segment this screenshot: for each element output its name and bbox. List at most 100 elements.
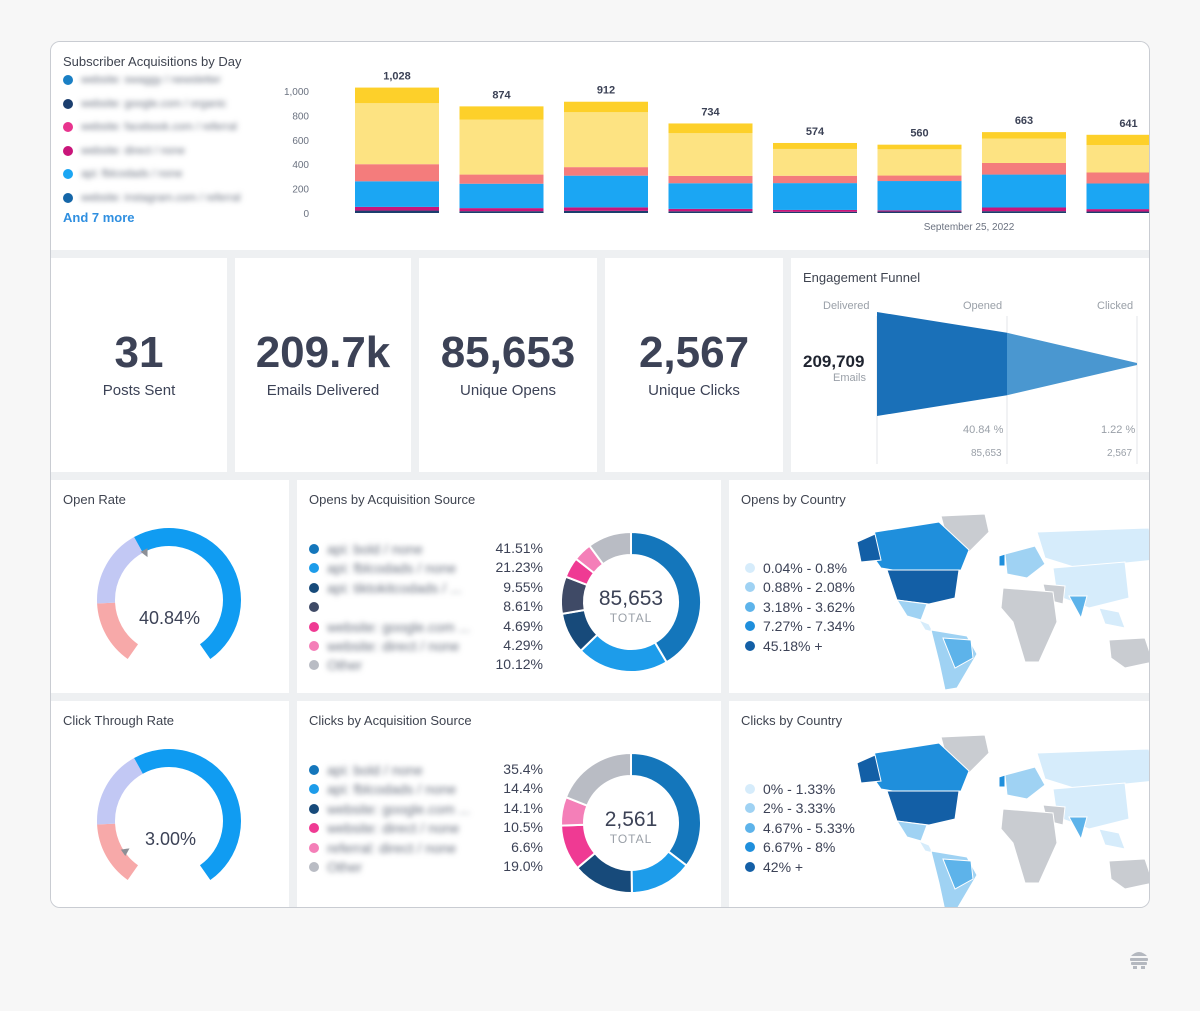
bar-segment[interactable] [668, 175, 753, 184]
bar-segment[interactable] [564, 112, 648, 168]
map-region-uk[interactable] [998, 553, 1006, 567]
bar-segment[interactable] [773, 183, 857, 210]
bar-segment[interactable] [355, 206, 439, 211]
bar-segment[interactable] [459, 174, 544, 184]
source-item[interactable]: referral: direct / none [309, 839, 456, 857]
map-region-alaska[interactable] [857, 754, 882, 784]
bar-segment[interactable] [982, 132, 1066, 139]
source-item[interactable]: api: fblcodads / none [309, 780, 456, 798]
map-region-africa[interactable] [1000, 587, 1058, 663]
bar-segment[interactable] [459, 211, 544, 213]
bar-segment[interactable] [564, 207, 648, 211]
bar-stack[interactable] [982, 132, 1066, 213]
map-region-india[interactable] [1068, 816, 1088, 841]
bar-segment[interactable] [773, 142, 857, 149]
bar-segment[interactable] [877, 210, 962, 212]
source-item[interactable]: api: bold / none [309, 761, 423, 779]
bar-segment[interactable] [877, 149, 962, 176]
map-region-russia[interactable] [1036, 527, 1150, 569]
bar-segment[interactable] [1086, 211, 1151, 213]
opens-world-map[interactable] [857, 512, 1150, 692]
source-item[interactable]: api: bold / none [309, 540, 423, 558]
map-region-se-asia[interactable] [1098, 607, 1126, 629]
bar-segment[interactable] [355, 87, 439, 104]
bar-segment[interactable] [459, 183, 544, 209]
bar-segment[interactable] [1086, 134, 1151, 146]
bar-segment[interactable] [982, 207, 1066, 212]
map-region-australia[interactable] [1108, 637, 1150, 669]
bar-segment[interactable] [1086, 209, 1151, 212]
map-region-brazil[interactable] [942, 858, 974, 890]
bar-segment[interactable] [355, 210, 439, 213]
donut-slice[interactable] [630, 530, 702, 664]
bar-segment[interactable] [564, 210, 648, 213]
map-region-usa[interactable] [886, 790, 960, 826]
bar-segment[interactable] [668, 211, 753, 213]
clicks-world-map[interactable] [857, 733, 1150, 908]
map-region-mexico[interactable] [896, 820, 928, 842]
bar-segment[interactable] [1086, 183, 1151, 210]
bar-segment[interactable] [982, 138, 1066, 163]
donut-slice[interactable] [588, 530, 632, 566]
source-item[interactable]: website: google.com ... [309, 618, 470, 636]
bar-segment[interactable] [459, 106, 544, 120]
bar-segment[interactable] [668, 133, 753, 176]
bar-segment[interactable] [877, 211, 962, 213]
bar-stack[interactable] [1086, 134, 1151, 213]
map-region-asia[interactable] [1052, 561, 1130, 609]
legend-item[interactable]: website: instagram.com / referral [63, 192, 241, 204]
and-more-link[interactable]: And 7 more [63, 210, 135, 225]
map-region-asia[interactable] [1052, 782, 1130, 830]
donut-slice[interactable] [564, 751, 632, 807]
bar-segment[interactable] [982, 162, 1066, 175]
map-region-usa[interactable] [886, 569, 960, 605]
bar-segment[interactable] [773, 211, 857, 213]
bar-segment[interactable] [877, 144, 962, 150]
bar-segment[interactable] [668, 123, 753, 134]
source-item[interactable]: website: google.com ... [309, 800, 470, 818]
funnel-segment-opened[interactable] [1007, 332, 1137, 396]
map-region-mexico[interactable] [896, 599, 928, 621]
bar-stack[interactable] [459, 106, 544, 213]
map-region-alaska[interactable] [857, 533, 882, 563]
bar-segment[interactable] [877, 181, 962, 211]
map-region-brazil[interactable] [942, 637, 974, 669]
donut-slice[interactable] [579, 633, 668, 673]
bar-segment[interactable] [459, 119, 544, 175]
bar-segment[interactable] [355, 181, 439, 207]
bar-segment[interactable] [355, 164, 439, 182]
legend-item[interactable]: website: facebook.com / referral [63, 121, 237, 133]
map-region-europe[interactable] [1004, 766, 1046, 800]
bar-segment[interactable] [564, 167, 648, 176]
map-region-europe[interactable] [1004, 545, 1046, 579]
source-item[interactable]: website: direct / none [309, 819, 459, 837]
map-region-india[interactable] [1068, 595, 1088, 620]
bar-stack[interactable] [355, 87, 439, 213]
bar-segment[interactable] [773, 148, 857, 176]
bar-stack[interactable] [668, 123, 753, 213]
source-item[interactable] [309, 598, 327, 616]
source-item[interactable]: Other [309, 858, 362, 876]
map-region-africa[interactable] [1000, 808, 1058, 884]
source-item[interactable]: Other [309, 656, 362, 674]
bar-segment[interactable] [668, 208, 753, 212]
bar-segment[interactable] [668, 183, 753, 209]
bar-segment[interactable] [564, 175, 648, 208]
map-region-australia[interactable] [1108, 858, 1150, 890]
legend-item[interactable]: website: google.com / organic [63, 98, 227, 110]
legend-item[interactable]: website: direct / none [63, 145, 185, 157]
bar-stack[interactable] [564, 101, 648, 213]
bar-stack[interactable] [773, 142, 857, 213]
bar-segment[interactable] [355, 103, 439, 165]
map-region-se-asia[interactable] [1098, 828, 1126, 850]
bar-segment[interactable] [564, 101, 648, 113]
source-item[interactable]: api: fblcodads / none [309, 559, 456, 577]
bar-segment[interactable] [982, 174, 1066, 208]
legend-item[interactable]: website: swaggy / newsletter [63, 74, 221, 86]
bar-segment[interactable] [459, 208, 544, 212]
bar-segment[interactable] [877, 175, 962, 182]
bar-segment[interactable] [773, 175, 857, 184]
bar-segment[interactable] [982, 211, 1066, 213]
funnel-segment-delivered[interactable] [877, 312, 1007, 416]
bar-stack[interactable] [877, 144, 962, 213]
